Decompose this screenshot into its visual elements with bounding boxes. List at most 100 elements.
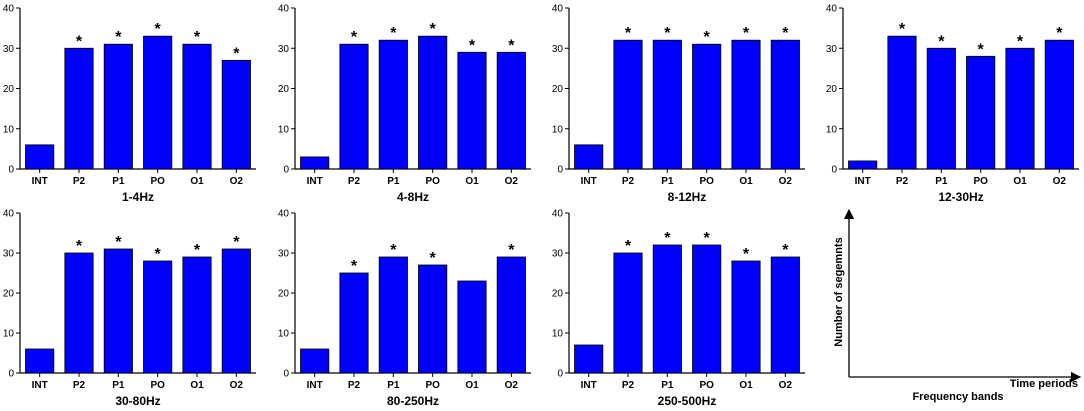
- x-tick-label: O1: [739, 380, 753, 391]
- significance-asterisk: *: [115, 29, 122, 46]
- significance-asterisk: *: [233, 234, 240, 251]
- significance-asterisk: *: [664, 25, 671, 42]
- bar-INT: [300, 156, 330, 170]
- y-tick-label: 10: [826, 124, 838, 135]
- bar-P2: [64, 47, 94, 170]
- bar-PO: [418, 35, 448, 170]
- bar-P1: [652, 244, 682, 374]
- significance-asterisk: *: [115, 234, 122, 251]
- x-tick-label: O2: [230, 176, 244, 187]
- x-tick-label: P2: [622, 176, 635, 187]
- x-tick-label: O1: [190, 380, 204, 391]
- y-tick-label: 40: [552, 209, 564, 220]
- chart-title: 4-8Hz: [397, 190, 429, 204]
- significance-asterisk: *: [978, 41, 985, 58]
- bar-PO: [692, 244, 722, 374]
- significance-asterisk: *: [430, 250, 437, 267]
- bar-O2: [496, 256, 526, 374]
- significance-asterisk: *: [469, 37, 476, 54]
- x-tick-label: O2: [505, 176, 519, 187]
- significance-asterisk: *: [743, 246, 750, 263]
- y-tick-label: 30: [3, 249, 15, 260]
- x-tick-label: P1: [112, 380, 125, 391]
- y-tick-label: 40: [278, 4, 290, 15]
- chart-panel-2: 0 10 20 30 40 INT P2 * P1 * PO * O1 * O2 * 4-8Hz: [278, 4, 531, 204]
- chart-title: 12-30Hz: [938, 190, 983, 204]
- x-tick-label: P2: [73, 380, 86, 391]
- x-tick-label: P2: [896, 176, 909, 187]
- significance-asterisk: *: [351, 258, 358, 275]
- y-tick-label: 10: [552, 329, 564, 340]
- x-tick-label: O1: [465, 380, 479, 391]
- significance-asterisk: *: [938, 33, 945, 50]
- significance-asterisk: *: [508, 37, 515, 54]
- bar-PO: [692, 43, 722, 170]
- y-tick-label: 10: [552, 124, 564, 135]
- y-tick-label: 20: [278, 84, 290, 95]
- x-tick-label: O1: [465, 176, 479, 187]
- bar-P2: [339, 43, 369, 170]
- x-tick-label: INT: [32, 380, 48, 391]
- chart-panel-7: 0 10 20 30 40 INT P2 * P1 * PO * O1 * O2 * 250-500Hz: [552, 209, 805, 408]
- significance-asterisk: *: [430, 21, 437, 38]
- significance-asterisk: *: [76, 33, 83, 50]
- bar-INT: [848, 160, 878, 170]
- y-tick-label: 20: [552, 84, 564, 95]
- x-tick-label: INT: [307, 176, 323, 187]
- y-tick-label: 10: [278, 124, 290, 135]
- significance-asterisk: *: [782, 25, 789, 42]
- significance-asterisk: *: [664, 230, 671, 247]
- y-tick-label: 40: [278, 209, 290, 220]
- x-tick-label: P1: [387, 176, 400, 187]
- significance-asterisk: *: [1017, 33, 1024, 50]
- bar-P2: [64, 252, 94, 374]
- x-tick-label: O1: [739, 176, 753, 187]
- axis-key-panel: Number of segemnts Time periods Frequenc…: [833, 208, 1082, 403]
- y-tick-label: 30: [3, 44, 15, 55]
- y-tick-label: 30: [826, 44, 838, 55]
- significance-asterisk: *: [76, 238, 83, 255]
- y-tick-label: 0: [831, 165, 837, 176]
- significance-asterisk: *: [390, 25, 397, 42]
- bar-O2: [770, 256, 800, 374]
- bar-P1: [926, 47, 956, 170]
- significance-asterisk: *: [155, 21, 162, 38]
- bar-P2: [339, 272, 369, 374]
- x-tick-label: P1: [387, 380, 400, 391]
- y-tick-label: 0: [557, 165, 563, 176]
- y-tick-label: 20: [3, 289, 15, 300]
- x-tick-label: PO: [425, 380, 440, 391]
- chart-panel-6: 0 10 20 30 40 INT P2 * P1 * PO * O1 O2 * 80-250Hz: [278, 209, 531, 408]
- y-tick-label: 20: [278, 289, 290, 300]
- x-tick-label: INT: [855, 176, 871, 187]
- significance-asterisk: *: [194, 29, 201, 46]
- bar-O2: [496, 51, 526, 170]
- bar-P1: [378, 256, 408, 374]
- significance-asterisk: *: [1056, 25, 1063, 42]
- x-tick-label: INT: [32, 176, 48, 187]
- y-tick-label: 30: [552, 249, 564, 260]
- y-tick-label: 20: [826, 84, 838, 95]
- y-tick-label: 30: [552, 44, 564, 55]
- x-tick-label: INT: [307, 380, 323, 391]
- chart-panel-3: 0 10 20 30 40 INT P2 * P1 * PO * O1 * O2 * 8-12Hz: [552, 4, 805, 204]
- significance-asterisk: *: [625, 25, 632, 42]
- bar-O2: [221, 248, 251, 374]
- y-tick-label: 40: [3, 209, 15, 220]
- key-x-label-frequency: Frequency bands: [912, 391, 1003, 403]
- bar-INT: [25, 144, 55, 170]
- chart-title: 250-500Hz: [658, 394, 717, 406]
- y-tick-label: 0: [557, 369, 563, 380]
- bar-PO: [143, 35, 173, 170]
- significance-asterisk: *: [351, 29, 358, 46]
- y-tick-label: 40: [552, 4, 564, 15]
- y-tick-label: 0: [8, 165, 14, 176]
- key-x-label-time: Time periods: [1010, 378, 1078, 390]
- bar-PO: [418, 264, 448, 374]
- bar-O1: [457, 280, 487, 374]
- x-tick-label: O2: [1053, 176, 1067, 187]
- y-tick-label: 10: [3, 329, 15, 340]
- y-tick-label: 30: [278, 249, 290, 260]
- bar-P2: [887, 35, 917, 170]
